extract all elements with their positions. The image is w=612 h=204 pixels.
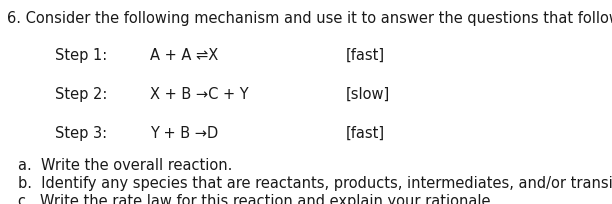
Text: [fast]: [fast] [346, 125, 385, 140]
Text: a.  Write the overall reaction.: a. Write the overall reaction. [18, 157, 233, 172]
Text: A + A ⇌X: A + A ⇌X [150, 48, 218, 63]
Text: c.  Write the rate law for this reaction and explain your rationale.: c. Write the rate law for this reaction … [18, 193, 496, 204]
Text: 6. Consider the following mechanism and use it to answer the questions that foll: 6. Consider the following mechanism and … [7, 11, 612, 26]
Text: [fast]: [fast] [346, 48, 385, 63]
Text: X + B →C + Y: X + B →C + Y [150, 86, 248, 101]
Text: b.  Identify any species that are reactants, products, intermediates, and/or tra: b. Identify any species that are reactan… [18, 175, 612, 190]
Text: Step 3:: Step 3: [55, 125, 107, 140]
Text: Step 2:: Step 2: [55, 86, 108, 101]
Text: [slow]: [slow] [346, 86, 390, 101]
Text: Step 1:: Step 1: [55, 48, 107, 63]
Text: Y + B →D: Y + B →D [150, 125, 218, 140]
